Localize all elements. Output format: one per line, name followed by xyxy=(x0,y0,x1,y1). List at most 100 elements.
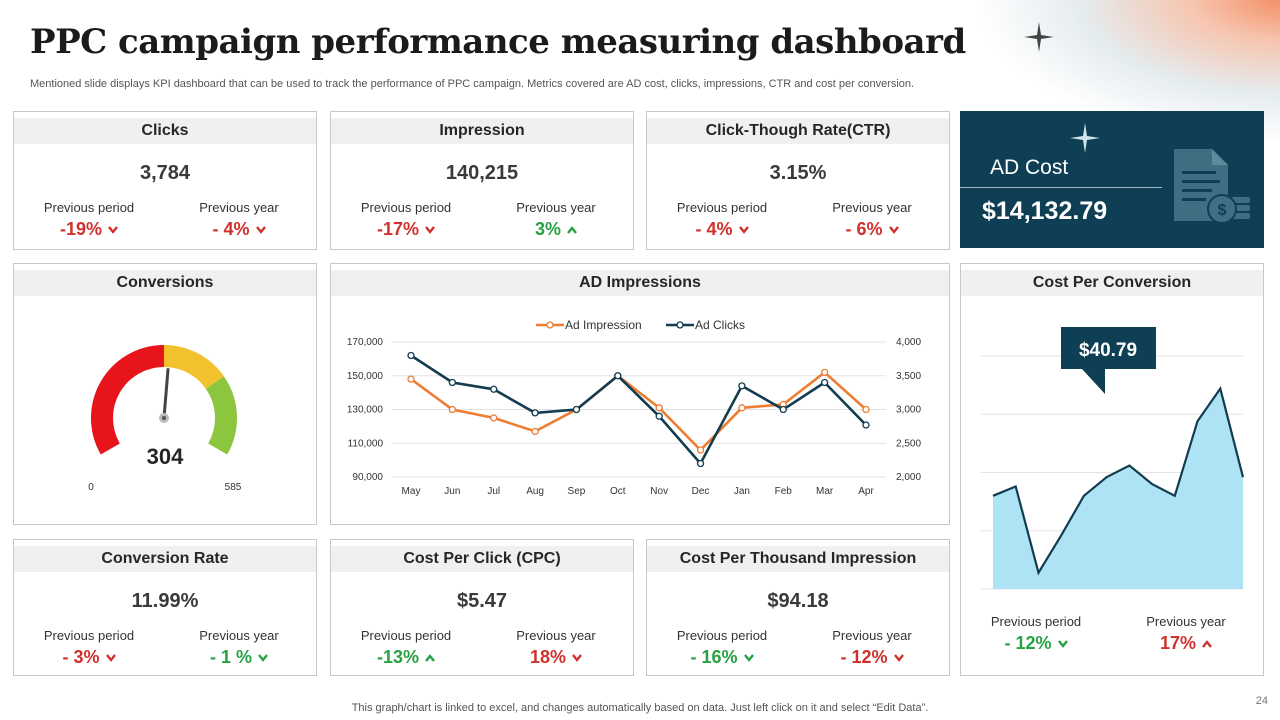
gauge-min-label: 0 xyxy=(88,482,94,493)
ad-cost-label: AD Cost xyxy=(990,156,1069,179)
cost-per-conversion-card: Cost Per Conversion $40.79 Previous peri… xyxy=(960,263,1264,676)
data-point xyxy=(820,378,829,387)
previous-year-label: Previous year xyxy=(832,628,912,643)
ad-impressions-card: AD Impressions 170,000 150,000 130,000 110,… xyxy=(330,263,950,525)
conversions-gauge: 304 0 585 xyxy=(88,345,242,493)
data-point xyxy=(779,405,787,414)
kpi-card-ctr: Click-Though Rate(CTR) 3.15% Previous pe… xyxy=(646,111,950,250)
previous-year-value: - 4% xyxy=(212,219,250,239)
previous-year-value: 3% xyxy=(534,219,561,239)
data-point xyxy=(655,404,663,412)
area-line xyxy=(992,386,1245,576)
data-point xyxy=(820,368,829,377)
previous-period: Previous period -19% xyxy=(14,200,164,240)
data-point xyxy=(448,378,457,387)
card-title: Conversion Rate xyxy=(14,546,316,572)
previous-year-value: - 12% xyxy=(840,647,888,667)
previous-year-value: - 6% xyxy=(845,219,883,239)
previous-year-label: Previous year xyxy=(832,200,912,215)
previous-year: Previous year - 1 % xyxy=(164,628,314,668)
chevron-down-icon xyxy=(888,226,899,235)
previous-year: Previous year - 6% xyxy=(797,200,947,240)
previous-period: Previous period - 4% xyxy=(647,200,797,240)
previous-period-value: -17% xyxy=(376,219,420,239)
gauge-yellow-segment xyxy=(163,345,224,390)
card-title: Conversions xyxy=(14,270,316,296)
footer-note: This graph/chart is linked to excel, and… xyxy=(351,702,929,714)
data-point xyxy=(490,414,498,422)
previous-year-value: 17% xyxy=(1159,633,1197,653)
data-point xyxy=(531,427,539,436)
svg-text:$: $ xyxy=(1218,202,1227,219)
chevron-down-icon xyxy=(572,654,582,663)
data-point xyxy=(407,351,415,360)
previous-period-value: - 3% xyxy=(62,647,100,667)
kpi-value: $94.18 xyxy=(767,590,829,612)
callout-box xyxy=(1061,327,1156,394)
data-point xyxy=(696,446,705,454)
chevron-down-icon xyxy=(738,226,749,235)
chevron-down-icon xyxy=(425,226,435,235)
previous-period-label: Previous period xyxy=(990,614,1082,629)
legend-marker xyxy=(676,321,684,329)
y-right-tick-label: 3,500 xyxy=(896,371,921,382)
card-title: Cost Per Conversion xyxy=(961,270,1263,296)
chevron-down-icon xyxy=(743,654,754,663)
page-title: PPC campaign performance measuring dashb… xyxy=(30,22,966,62)
chevron-down-icon xyxy=(108,226,118,235)
data-point xyxy=(614,372,622,380)
data-point xyxy=(862,405,870,414)
area-fill xyxy=(993,388,1243,589)
previous-period: Previous period - 12% xyxy=(961,614,1111,654)
x-tick-label: Jan xyxy=(734,486,750,497)
legend-label: Ad Impression xyxy=(565,318,642,332)
data-point xyxy=(696,459,705,468)
card-title: Impression xyxy=(331,118,633,144)
legend-label: Ad Clicks xyxy=(695,318,745,332)
previous-year-label: Previous year xyxy=(199,628,279,643)
previous-period-label: Previous period xyxy=(676,628,768,643)
chevron-down-icon xyxy=(105,654,116,663)
sparkle-icon xyxy=(1024,22,1054,52)
y-right-tick-label: 4,000 xyxy=(896,337,921,348)
previous-year: Previous year 3% xyxy=(481,200,631,240)
previous-year: Previous year - 12% xyxy=(797,628,947,668)
divider xyxy=(960,187,1162,188)
card-title: Cost Per Thousand Impression xyxy=(647,546,949,572)
previous-period-label: Previous period xyxy=(360,200,452,215)
previous-period-value: - 4% xyxy=(695,219,733,239)
ad-impressions-chart: 170,000 150,000 130,000 110,000 90,000 4,000… xyxy=(347,318,922,497)
x-tick-label: Oct xyxy=(610,486,626,497)
gauge-value: 304 xyxy=(147,444,184,469)
y-right-tick-label: 2,000 xyxy=(896,472,921,483)
callout-value: $40.79 xyxy=(1079,340,1137,361)
previous-year-value: - 1 % xyxy=(209,647,252,667)
kpi-value: $5.47 xyxy=(456,590,508,612)
y-left-tick-label: 130,000 xyxy=(347,405,384,416)
x-tick-label: May xyxy=(402,486,421,497)
kpi-value: 3,784 xyxy=(139,162,191,184)
data-point xyxy=(655,412,663,420)
x-tick-label: Apr xyxy=(858,486,874,497)
y-left-tick-label: 170,000 xyxy=(347,337,384,348)
card-title: Cost Per Click (CPC) xyxy=(331,546,633,572)
previous-year-label: Previous year xyxy=(1146,614,1226,629)
kpi-card-cpc: Cost Per Click (CPC) $5.47 Previous peri… xyxy=(330,539,634,676)
y-right-tick-label: 2,500 xyxy=(896,438,921,449)
data-point xyxy=(572,405,581,414)
data-point xyxy=(738,382,746,390)
data-point xyxy=(490,385,498,393)
previous-year: Previous year - 4% xyxy=(164,200,314,240)
x-tick-label: Aug xyxy=(526,486,544,497)
card-title: Click-Though Rate(CTR) xyxy=(647,118,949,144)
data-point xyxy=(407,375,415,383)
gauge-needle xyxy=(162,368,170,419)
chevron-down-icon xyxy=(1057,640,1068,649)
invoice-cost-icon: $ xyxy=(1174,149,1250,224)
data-point xyxy=(448,405,457,414)
kpi-card-conversion-rate: Conversion Rate 11.99% Previous period -… xyxy=(13,539,317,676)
previous-period-label: Previous period xyxy=(676,200,768,215)
previous-year-label: Previous year xyxy=(516,200,596,215)
previous-period: Previous period -17% xyxy=(331,200,481,240)
chevron-down-icon xyxy=(258,654,268,663)
